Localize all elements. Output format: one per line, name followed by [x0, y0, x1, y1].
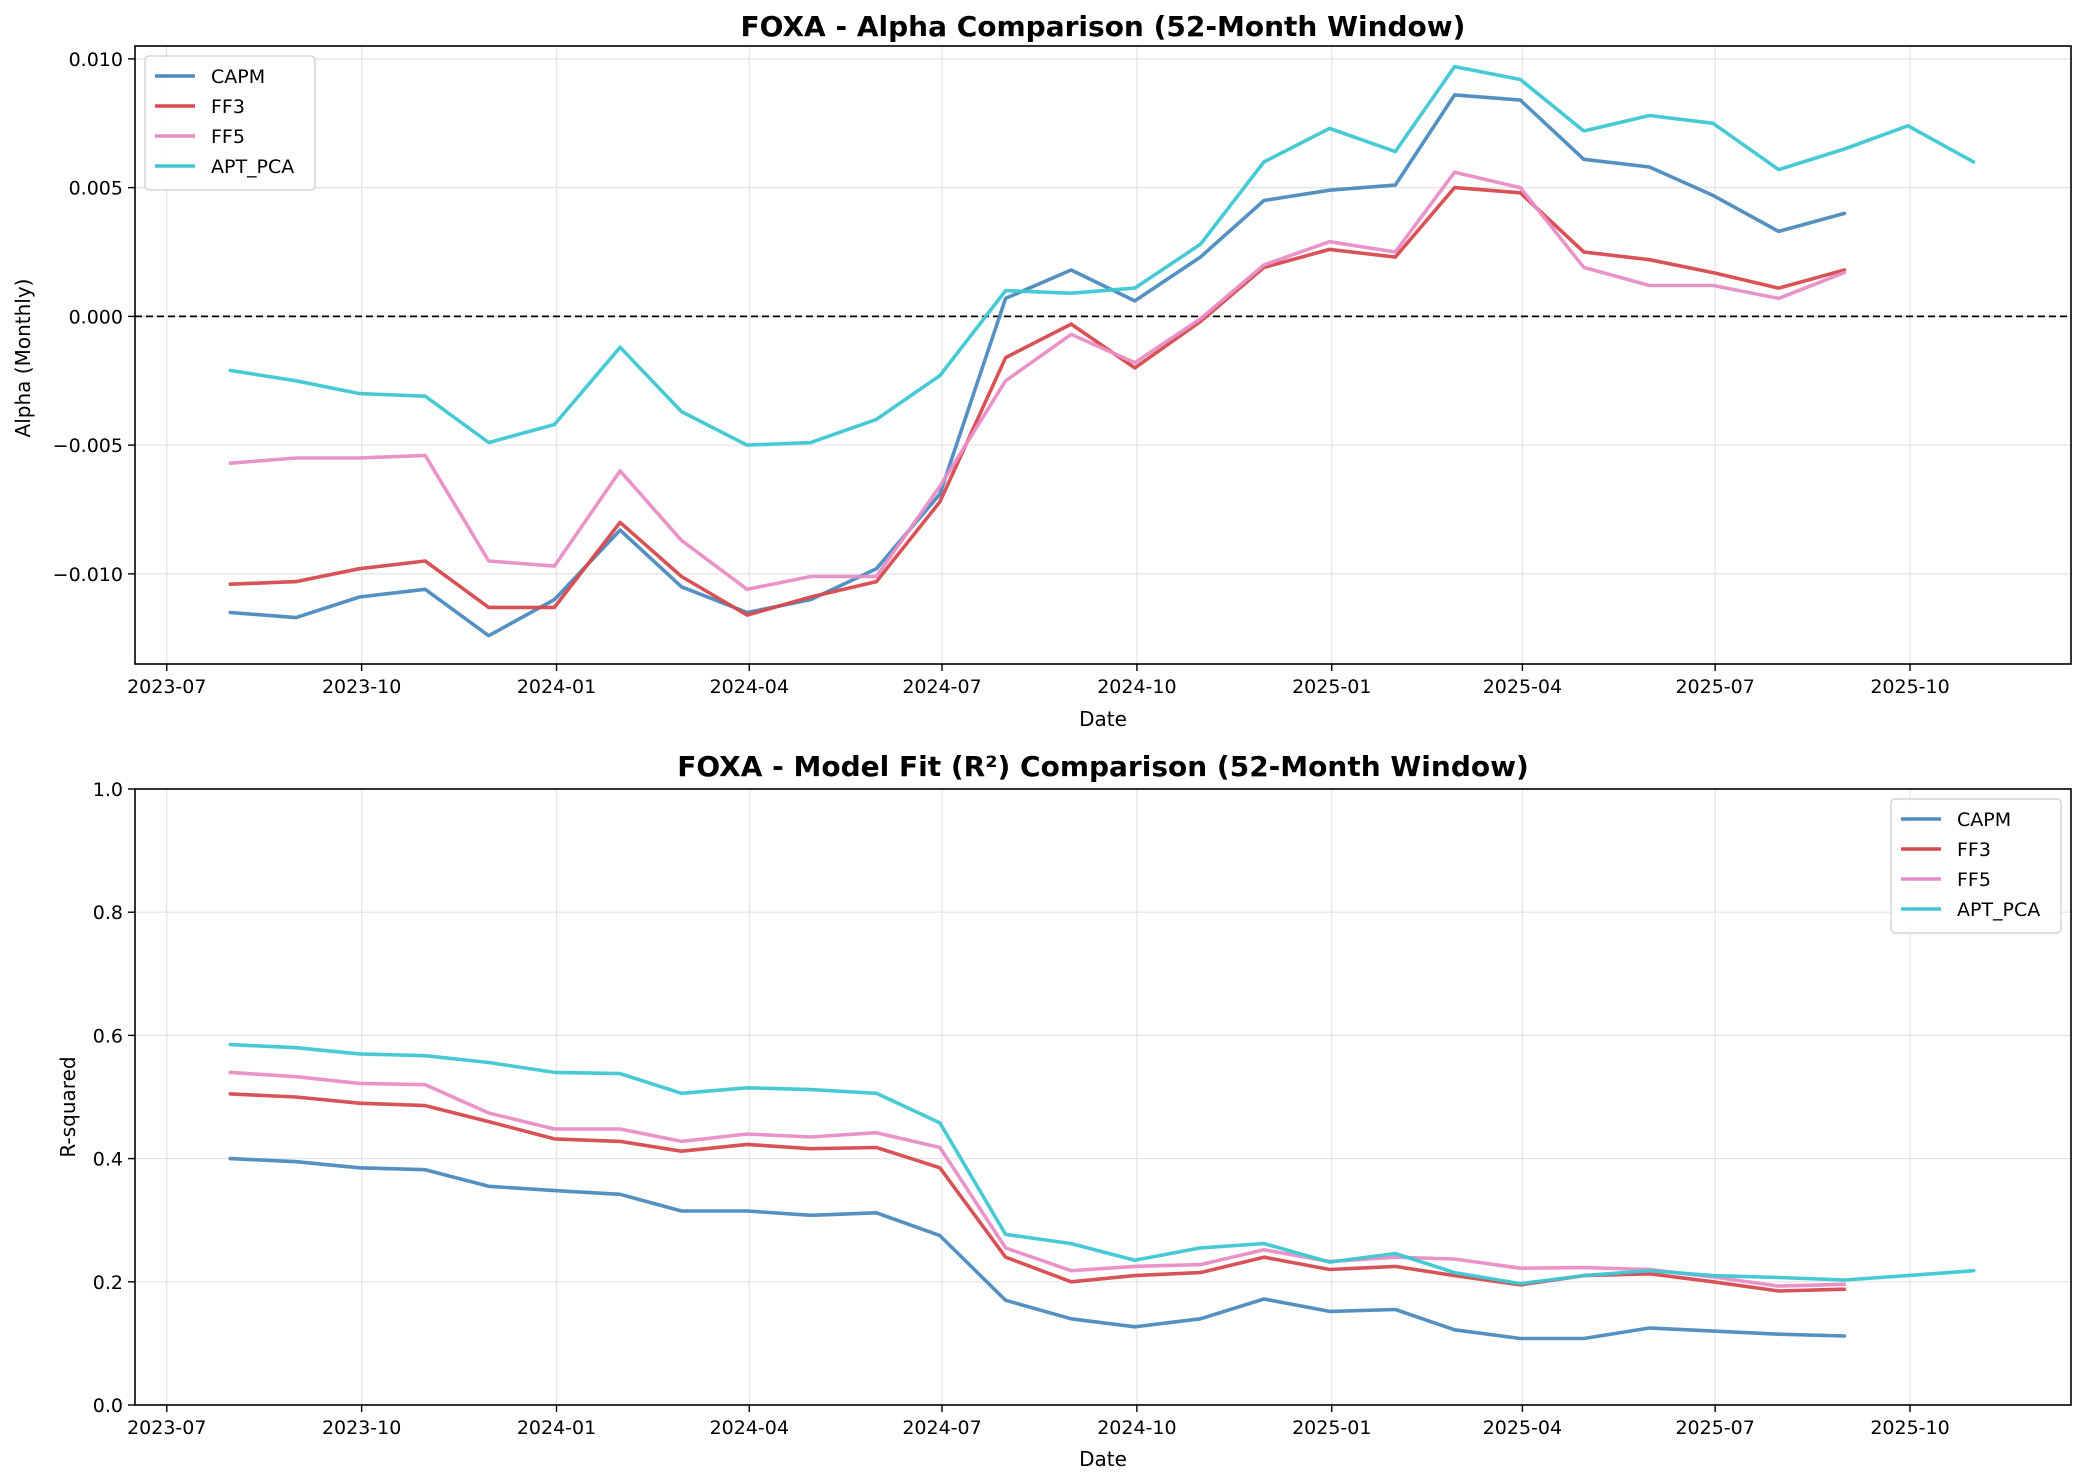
rsquared-x-tick-label: 2023-10: [322, 1417, 401, 1439]
alpha-x-tick-label: 2025-04: [1483, 676, 1562, 698]
rsquared-legend-label: FF3: [1957, 839, 1991, 861]
rsquared-y-tick-label: 0.0: [93, 1395, 123, 1417]
alpha-panel: 2023-07 2023-10 2024-01 2024-04 2024-07 2024-…: [11, 10, 2072, 731]
alpha-legend-label: FF5: [211, 126, 245, 148]
rsquared-x-tick-label: 2024-07: [902, 1417, 981, 1439]
rsquared-x-tick-label: 2025-04: [1483, 1417, 1562, 1439]
rsquared-y-tick-label: 1.0: [93, 779, 123, 801]
rsquared-legend-label: FF5: [1957, 869, 1991, 891]
alpha-legend-label: FF3: [211, 96, 245, 118]
rsquared-x-axis-label: Date: [1079, 1447, 1127, 1471]
rsquared-chart-title: FOXA - Model Fit (R²) Comparison (52-Mon…: [677, 750, 1529, 783]
rsquared-series-line-apt-pca: [228, 1042, 1976, 1286]
rsquared-panel: 2023-07 2023-10 2024-01 2024-04 2024-07 2024-…: [56, 750, 2072, 1471]
alpha-series-line-ff5: [228, 170, 1847, 592]
rsquared-legend: CAPM FF3 FF5 APT_PCA: [1890, 798, 2062, 934]
rsquared-legend-box: [1890, 798, 2062, 934]
rsquared-x-tick-label: 2024-01: [517, 1417, 596, 1439]
rsquared-x-tick-label: 2025-10: [1870, 1417, 1949, 1439]
alpha-series-line-ff3: [228, 185, 1847, 617]
rsquared-series-line-ff5: [228, 1070, 1847, 1288]
alpha-legend-box: [144, 55, 316, 191]
alpha-axes-frame: [134, 45, 2072, 665]
alpha-y-axis-label: Alpha (Monthly): [11, 279, 35, 438]
rsquared-y-ticks: 0.0 0.2 0.4 0.6 0.8 1.0: [93, 779, 135, 1417]
alpha-x-axis-label: Date: [1079, 707, 1127, 731]
rsquared-y-tick-label: 0.6: [93, 1025, 123, 1047]
rsquared-series-lines: [228, 1042, 1976, 1341]
alpha-y-tick-label: −0.010: [53, 564, 123, 586]
alpha-x-tick-label: 2025-07: [1675, 676, 1754, 698]
alpha-x-tick-label: 2023-07: [127, 676, 206, 698]
alpha-y-tick-label: 0.000: [69, 306, 123, 328]
rsquared-y-tick-label: 0.4: [93, 1149, 123, 1171]
rsquared-y-tick-label: 0.8: [93, 902, 123, 924]
alpha-x-tick-label: 2023-10: [322, 676, 401, 698]
alpha-legend-label: APT_PCA: [211, 156, 294, 178]
rsquared-legend-label: APT_PCA: [1957, 899, 2040, 921]
rsquared-axes-frame: [134, 788, 2072, 1406]
alpha-chart-title: FOXA - Alpha Comparison (52-Month Window…: [741, 10, 1466, 43]
alpha-legend-label: CAPM: [211, 66, 265, 88]
alpha-y-tick-label: 0.010: [69, 49, 123, 71]
rsquared-x-ticks: 2023-07 2023-10 2024-01 2024-04 2024-07 2024-…: [127, 1405, 1950, 1439]
alpha-x-ticks: 2023-07 2023-10 2024-01 2024-04 2024-07 2024-…: [127, 664, 1950, 698]
alpha-y-tick-label: −0.005: [53, 435, 123, 457]
rsquared-legend-label: CAPM: [1957, 809, 2011, 831]
rsquared-x-tick-label: 2024-10: [1097, 1417, 1176, 1439]
alpha-x-tick-label: 2024-01: [517, 676, 596, 698]
rsquared-x-tick-label: 2023-07: [127, 1417, 206, 1439]
alpha-series-line-apt-pca: [228, 64, 1976, 447]
alpha-gridlines: [135, 46, 2071, 664]
alpha-legend: CAPM FF3 FF5 APT_PCA: [144, 55, 316, 191]
rsquared-y-tick-label: 0.2: [93, 1272, 123, 1294]
rsquared-x-tick-label: 2025-07: [1675, 1417, 1754, 1439]
alpha-series-lines: [228, 64, 1976, 638]
rsquared-x-tick-label: 2024-04: [710, 1417, 789, 1439]
alpha-x-tick-label: 2024-04: [710, 676, 789, 698]
alpha-x-tick-label: 2024-07: [902, 676, 981, 698]
alpha-y-tick-label: 0.005: [69, 178, 123, 200]
alpha-x-tick-label: 2024-10: [1097, 676, 1176, 698]
alpha-series-line-capm: [228, 93, 1847, 638]
rsquared-series-line-capm: [228, 1156, 1847, 1341]
alpha-x-tick-label: 2025-01: [1292, 676, 1371, 698]
alpha-y-ticks: −0.010 −0.005 0.000 0.005 0.010: [53, 49, 135, 586]
alpha-x-tick-label: 2025-10: [1870, 676, 1949, 698]
rsquared-y-axis-label: R-squared: [56, 1056, 80, 1157]
rsquared-x-tick-label: 2025-01: [1292, 1417, 1371, 1439]
